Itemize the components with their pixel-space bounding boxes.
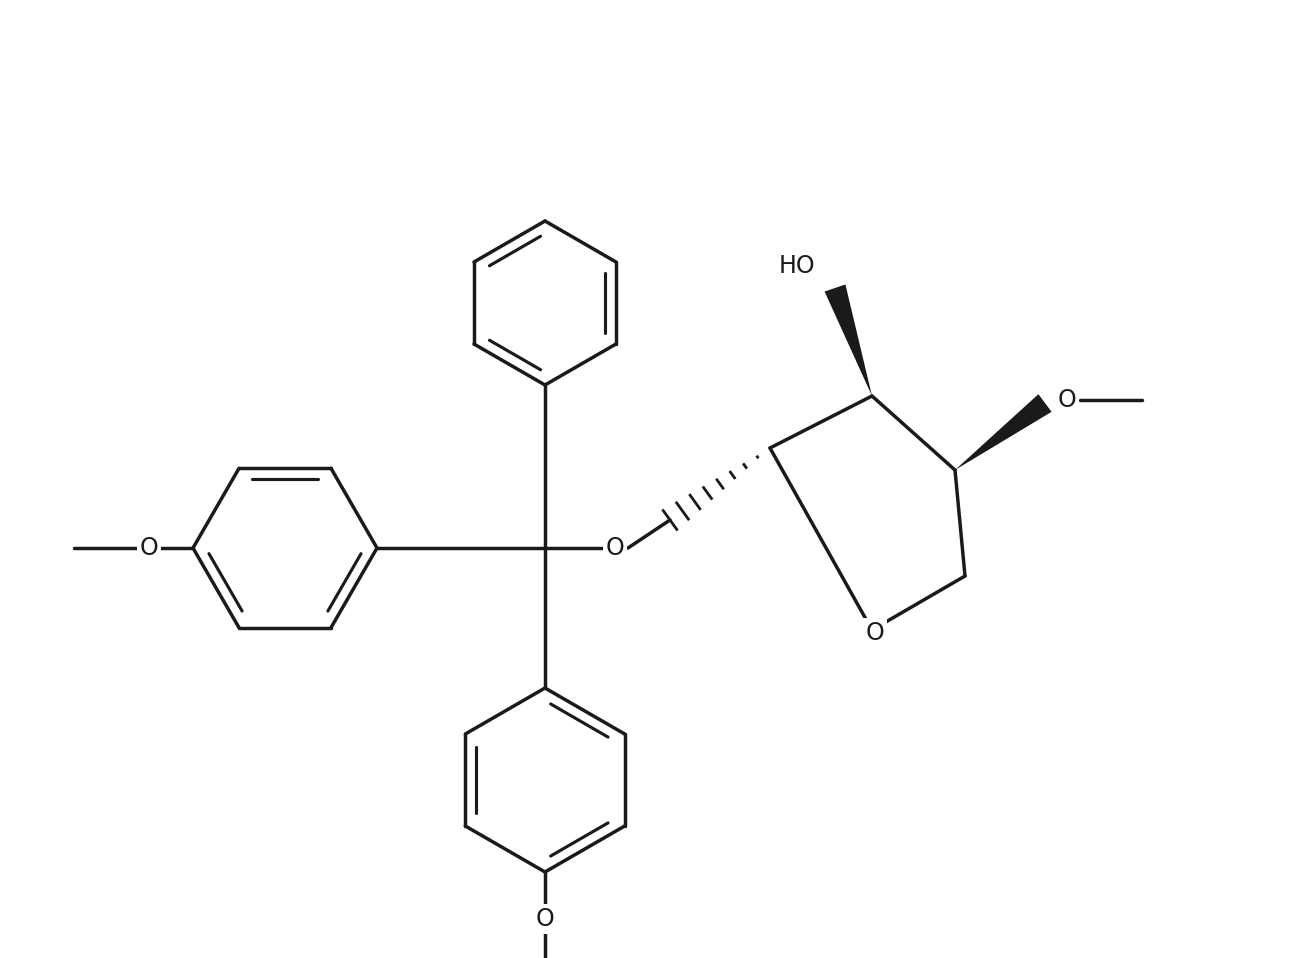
Text: O: O [866,621,884,645]
Text: O: O [535,907,555,931]
Text: O: O [1057,388,1077,412]
Text: O: O [605,536,625,560]
Polygon shape [824,285,872,396]
Text: HO: HO [779,254,815,278]
Text: O: O [139,536,159,560]
Polygon shape [954,394,1052,470]
